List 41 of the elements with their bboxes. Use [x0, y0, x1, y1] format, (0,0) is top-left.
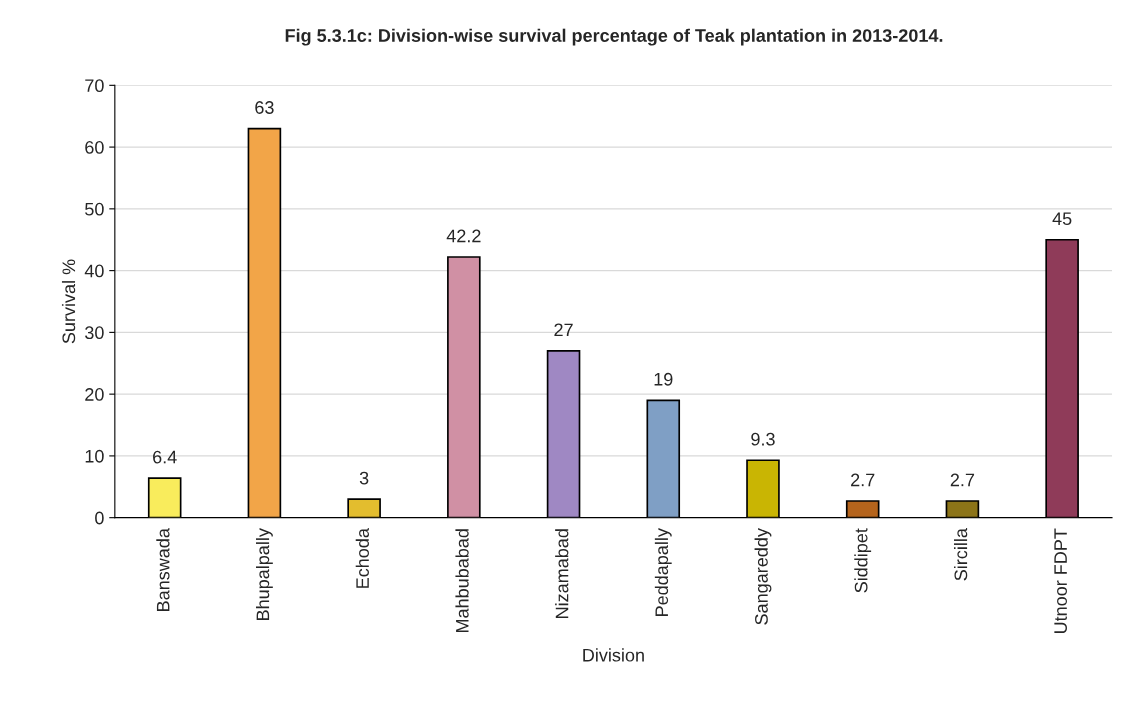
bar — [447, 256, 481, 518]
data-label: 3 — [359, 471, 369, 485]
x-tick-label: Peddapally — [654, 528, 672, 616]
x-tick-label: Sircilla — [954, 528, 968, 581]
x-axis-title: Division — [583, 648, 644, 662]
x-tick-label: Siddipet — [854, 528, 872, 593]
x-tick-label: Mahbubabad — [455, 529, 469, 633]
y-tick-label: 10 — [85, 449, 104, 463]
data-label: 6.4 — [153, 450, 177, 464]
bar — [347, 498, 381, 518]
x-tick-label: Utnoor FDPT — [1054, 528, 1067, 634]
data-label: 2.7 — [851, 473, 875, 487]
bar — [845, 500, 880, 518]
x-tick-label: Echoda — [355, 528, 369, 588]
bar — [945, 500, 980, 518]
x-tick-label: Nizamabad — [555, 529, 569, 618]
data-label: 27 — [554, 323, 573, 337]
bar — [746, 459, 780, 518]
data-label: 42.2 — [446, 229, 481, 243]
chart-title: Fig 5.3.1c: Division-wise survival percentage of Teak plantation in 2013-2014. — [285, 28, 943, 46]
bar — [247, 127, 282, 518]
y-tick-label: 20 — [85, 388, 104, 401]
x-tick-label: Bhupalpally — [255, 528, 273, 620]
y-tick-label: 0 — [95, 511, 104, 525]
data-label: 45 — [1052, 212, 1072, 226]
bar — [147, 477, 182, 518]
y-tick-label: 50 — [85, 202, 104, 216]
bar — [546, 350, 581, 518]
data-label: 2.7 — [950, 473, 975, 487]
y-tick-label: 70 — [85, 79, 104, 93]
data-label: 19 — [654, 372, 673, 386]
x-tick-label: Banswada — [156, 528, 170, 611]
y-axis-title: Survival % — [61, 259, 76, 344]
y-tick-label: 40 — [84, 264, 104, 278]
data-label: 9.3 — [751, 432, 775, 446]
bar — [646, 399, 681, 518]
y-tick-label: 60 — [85, 141, 104, 154]
y-tick-label: 30 — [85, 326, 104, 340]
bar — [1045, 238, 1079, 518]
data-label: 63 — [255, 101, 274, 114]
x-tick-label: Sangareddy — [754, 528, 772, 625]
